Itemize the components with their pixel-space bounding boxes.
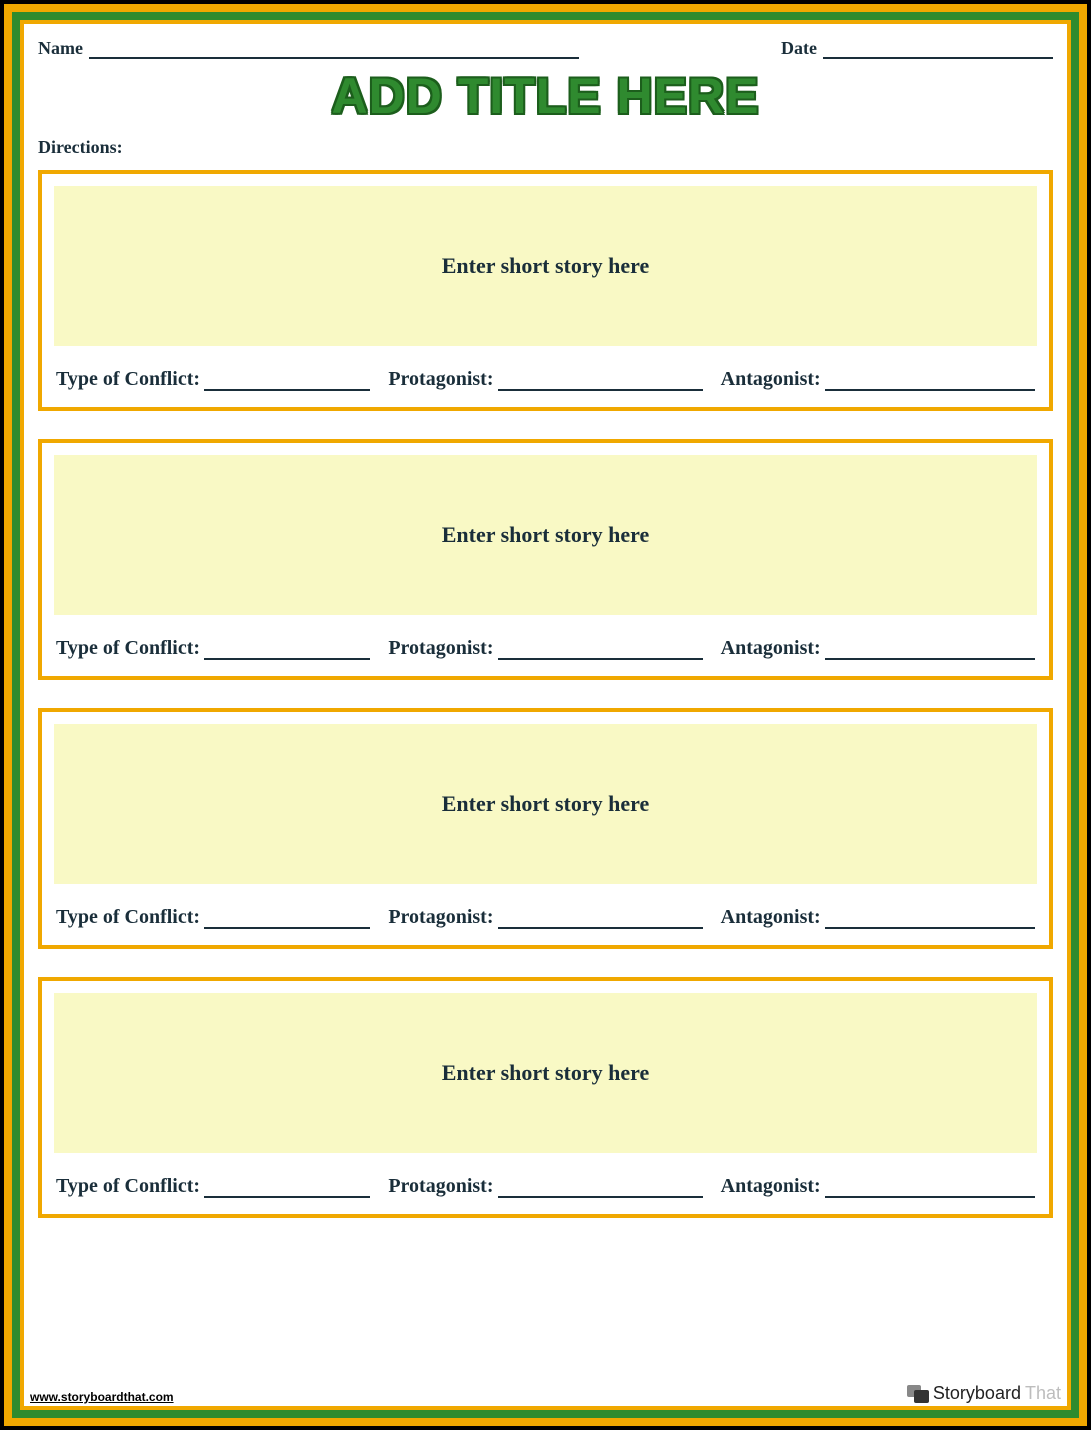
page-root: Name Date ADD TITLE HERE Directions: Ent… [0,0,1091,1430]
date-input-line[interactable] [823,39,1053,59]
conflict-label: Type of Conflict: [56,368,200,391]
protagonist-input-line[interactable] [498,1176,703,1198]
card-fields-row: Type of Conflict: Protagonist: Antagonis… [54,906,1037,933]
conflict-field: Type of Conflict: [56,368,370,391]
outer-border: Name Date ADD TITLE HERE Directions: Ent… [4,4,1087,1426]
protagonist-label: Protagonist: [388,1175,493,1198]
protagonist-field: Protagonist: [388,637,702,660]
conflict-input-line[interactable] [204,638,370,660]
story-input-area[interactable]: Enter short story here [54,186,1037,346]
logo-text-2: That [1025,1383,1061,1404]
antagonist-input-line[interactable] [825,907,1035,929]
name-input-line[interactable] [89,39,579,59]
antagonist-label: Antagonist: [721,368,821,391]
conflict-label: Type of Conflict: [56,637,200,660]
antagonist-input-line[interactable] [825,369,1035,391]
protagonist-label: Protagonist: [388,906,493,929]
protagonist-input-line[interactable] [498,907,703,929]
antagonist-label: Antagonist: [721,1175,821,1198]
footer-url[interactable]: www.storyboardthat.com [30,1390,174,1404]
antagonist-input-line[interactable] [825,638,1035,660]
protagonist-input-line[interactable] [498,638,703,660]
date-field-group: Date [781,38,1053,59]
footer-logo: StoryboardThat [907,1383,1061,1404]
protagonist-label: Protagonist: [388,368,493,391]
antagonist-label: Antagonist: [721,637,821,660]
antagonist-label: Antagonist: [721,906,821,929]
green-border: Name Date ADD TITLE HERE Directions: Ent… [12,12,1079,1418]
date-label: Date [781,38,817,59]
conflict-input-line[interactable] [204,907,370,929]
story-card: Enter short story here Type of Conflict:… [38,439,1053,680]
protagonist-field: Protagonist: [388,1175,702,1198]
storyboard-icon [907,1385,929,1403]
story-input-area[interactable]: Enter short story here [54,724,1037,884]
conflict-field: Type of Conflict: [56,1175,370,1198]
protagonist-input-line[interactable] [498,369,703,391]
protagonist-label: Protagonist: [388,637,493,660]
conflict-label: Type of Conflict: [56,906,200,929]
conflict-label: Type of Conflict: [56,1175,200,1198]
page-title[interactable]: ADD TITLE HERE [38,67,1053,125]
footer: www.storyboardthat.com StoryboardThat [24,1383,1067,1404]
antagonist-field: Antagonist: [721,906,1035,929]
conflict-input-line[interactable] [204,1176,370,1198]
story-input-area[interactable]: Enter short story here [54,993,1037,1153]
protagonist-field: Protagonist: [388,906,702,929]
conflict-field: Type of Conflict: [56,637,370,660]
directions-label: Directions: [38,137,1053,158]
inner-border: Name Date ADD TITLE HERE Directions: Ent… [20,20,1071,1410]
story-card: Enter short story here Type of Conflict:… [38,977,1053,1218]
protagonist-field: Protagonist: [388,368,702,391]
card-fields-row: Type of Conflict: Protagonist: Antagonis… [54,1175,1037,1202]
card-fields-row: Type of Conflict: Protagonist: Antagonis… [54,368,1037,395]
name-label: Name [38,38,83,59]
antagonist-field: Antagonist: [721,368,1035,391]
story-card: Enter short story here Type of Conflict:… [38,170,1053,411]
story-card: Enter short story here Type of Conflict:… [38,708,1053,949]
story-input-area[interactable]: Enter short story here [54,455,1037,615]
conflict-input-line[interactable] [204,369,370,391]
conflict-field: Type of Conflict: [56,906,370,929]
name-field-group: Name [38,38,579,59]
antagonist-input-line[interactable] [825,1176,1035,1198]
antagonist-field: Antagonist: [721,1175,1035,1198]
logo-text-1: Storyboard [933,1383,1021,1404]
header-row: Name Date [38,38,1053,59]
card-fields-row: Type of Conflict: Protagonist: Antagonis… [54,637,1037,664]
antagonist-field: Antagonist: [721,637,1035,660]
